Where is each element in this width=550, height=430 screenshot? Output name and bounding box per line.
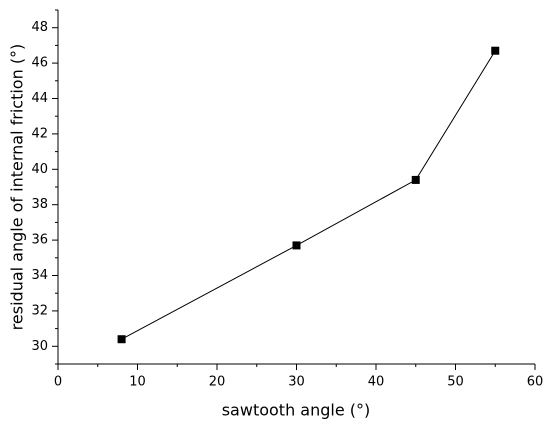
- y-tick-label: 48: [31, 20, 48, 35]
- x-tick-label: 50: [447, 375, 464, 390]
- marker: [117, 335, 126, 344]
- y-tick-label: 34: [31, 268, 48, 283]
- y-tick-label: 38: [31, 197, 48, 212]
- marker: [411, 175, 420, 184]
- x-tick-label: 60: [527, 375, 544, 390]
- y-tick-label: 46: [31, 56, 48, 71]
- x-tick-label: 40: [368, 375, 385, 390]
- x-tick-label: 10: [129, 375, 146, 390]
- marker: [292, 241, 301, 250]
- x-tick-label: 20: [209, 375, 226, 390]
- marker: [491, 46, 500, 55]
- x-tick-label: 30: [288, 375, 305, 390]
- y-tick-label: 44: [31, 91, 48, 106]
- y-tick-label: 40: [31, 162, 48, 177]
- series-line: [121, 50, 496, 340]
- y-tick-label: 36: [31, 233, 48, 248]
- y-tick-label: 30: [31, 339, 48, 354]
- x-axis-label: sawtooth angle (°): [222, 401, 371, 420]
- y-tick-label: 32: [31, 303, 48, 318]
- x-tick-label: 0: [54, 375, 62, 390]
- y-tick-label: 42: [31, 126, 48, 141]
- y-axis-label: residual angle of internal friction (°): [8, 44, 27, 331]
